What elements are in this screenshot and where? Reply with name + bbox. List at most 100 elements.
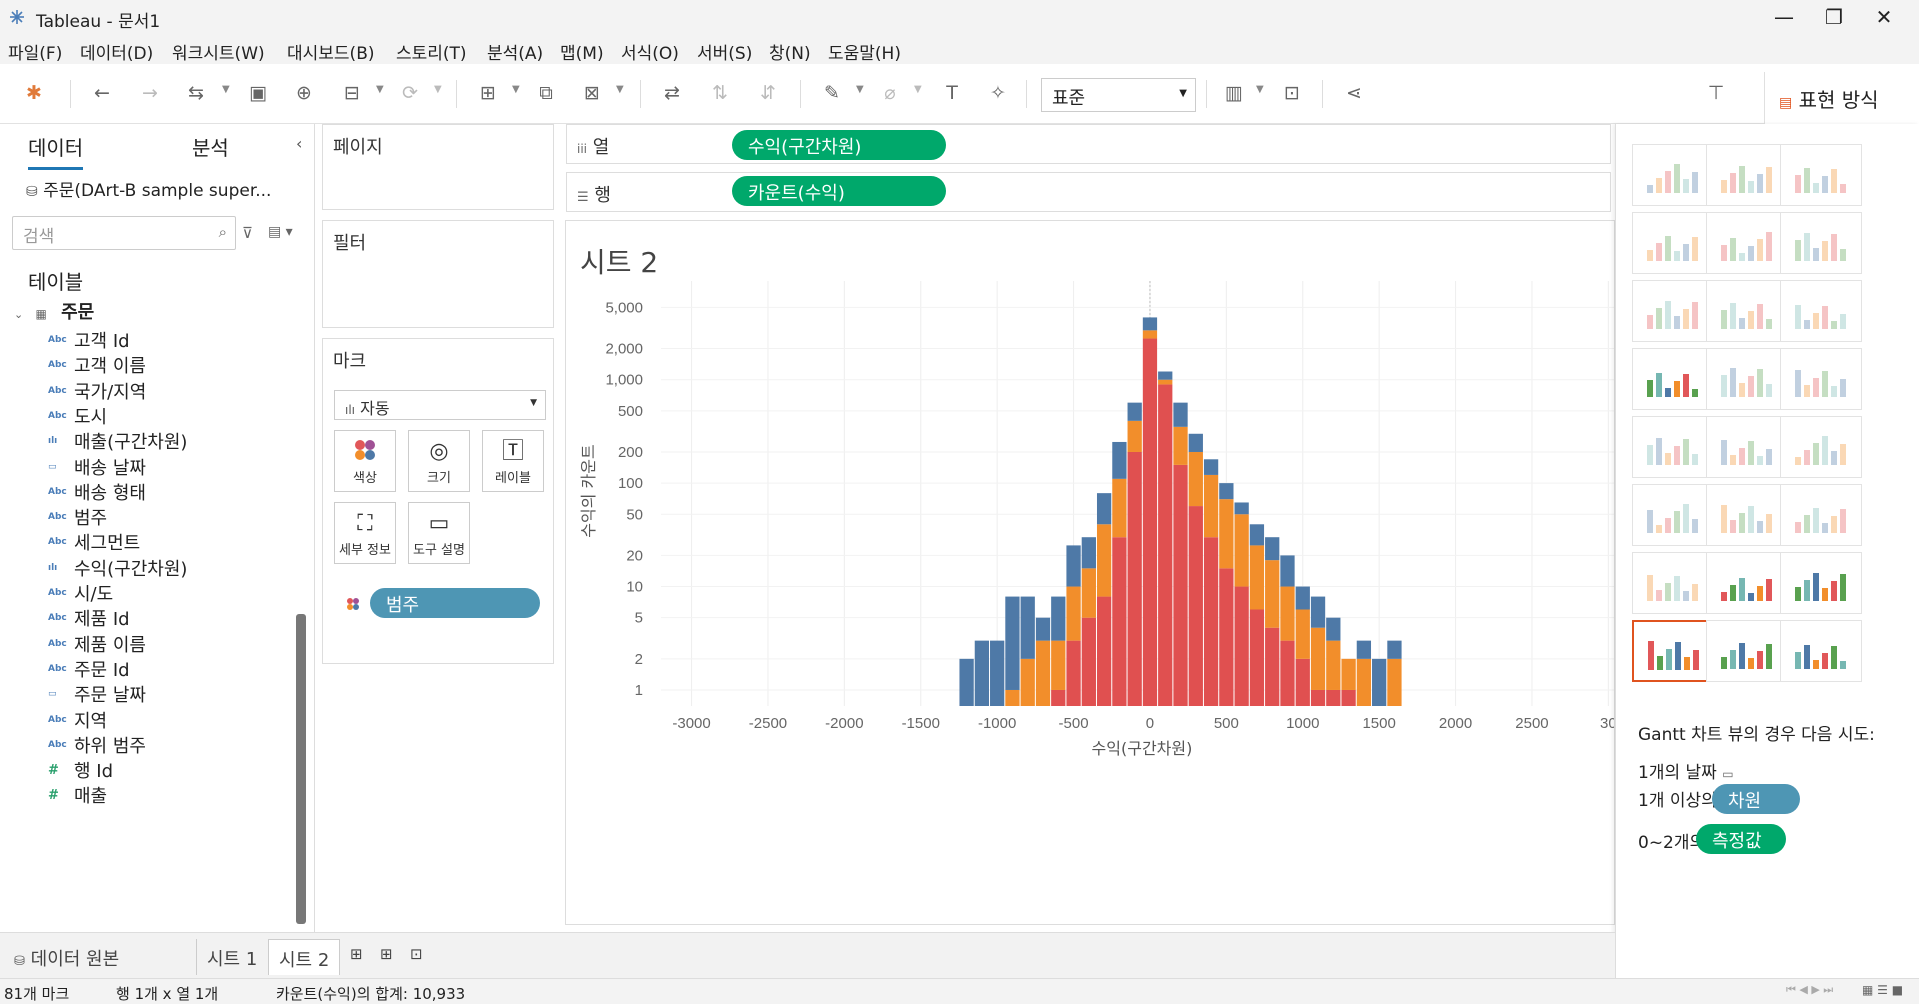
view-options-icon[interactable]: ▤ ▾ [268, 224, 293, 240]
share-icon[interactable]: ⋖ [1346, 82, 1362, 104]
dropdown-arrow-icon[interactable]: ▼ [856, 84, 864, 95]
menu-server[interactable]: 서버(S) [697, 44, 753, 64]
presentation-mode-icon[interactable]: ⊡ [1284, 82, 1300, 104]
chart-type-thumbnail[interactable] [1706, 212, 1788, 274]
menu-worksheet[interactable]: 워크시트(W) [172, 44, 265, 64]
show-cards-icon[interactable]: ▥ [1225, 82, 1243, 104]
swap-rows-columns-icon[interactable]: ⇄ [664, 82, 680, 104]
dropdown-arrow-icon[interactable]: ▼ [616, 84, 624, 95]
menu-help[interactable]: 도움말(H) [828, 44, 901, 64]
chart-type-thumbnail[interactable] [1632, 144, 1714, 206]
chart-type-thumbnail[interactable] [1780, 348, 1862, 410]
size-button[interactable]: ◎ 크기 [408, 430, 470, 492]
field-item[interactable]: Abc 하위 범주 [48, 732, 146, 760]
worksheet-view[interactable]: 시트 2 -3000 -2500 -2000 -1500 -1000 -500 0 500 10… [565, 220, 1615, 925]
field-item[interactable]: ▭ 배송 날짜 [48, 454, 146, 482]
chart-type-thumbnail[interactable] [1706, 552, 1788, 614]
chart-type-thumbnail[interactable] [1706, 348, 1788, 410]
field-item[interactable]: Abc 도시 [48, 403, 107, 431]
chart-type-thumbnail[interactable] [1632, 348, 1714, 410]
chart-type-thumbnail[interactable] [1780, 620, 1862, 682]
menu-analysis[interactable]: 분석(A) [487, 44, 544, 64]
dropdown-arrow-icon[interactable]: ▼ [434, 84, 442, 95]
chart-type-thumbnail[interactable] [1706, 620, 1788, 682]
chart-type-thumbnail[interactable] [1706, 484, 1788, 546]
maximize-button[interactable]: ❐ [1825, 5, 1843, 29]
chart-type-thumbnail[interactable] [1706, 144, 1788, 206]
menu-window[interactable]: 창(N) [769, 44, 811, 64]
duplicate-icon[interactable]: ⧉ [539, 82, 553, 104]
field-item[interactable]: Abc 세그먼트 [48, 529, 140, 557]
new-worksheet-icon[interactable]: ⊞ [480, 82, 496, 104]
pages-card[interactable]: 페이지 [322, 124, 554, 210]
new-datasource-icon[interactable]: ⊕ [296, 82, 312, 104]
label-button[interactable]: 🅃 레이블 [482, 430, 544, 492]
close-button[interactable]: ✕ [1875, 5, 1893, 29]
new-worksheet-icon[interactable]: ⊞ [350, 945, 363, 963]
menu-story[interactable]: 스토리(T) [396, 44, 467, 64]
view-mode-icon[interactable]: ▦ ☰ ■ [1862, 983, 1904, 997]
tab-data[interactable]: 데이터 [28, 132, 84, 170]
fit-select[interactable]: 표준 ▼ [1041, 78, 1196, 112]
dropdown-arrow-icon[interactable]: ▼ [222, 84, 230, 95]
menu-map[interactable]: 맵(M) [560, 44, 604, 64]
field-item[interactable]: Abc 주문 Id [48, 656, 130, 684]
tab-analysis[interactable]: 분석 [192, 136, 229, 160]
table-item[interactable]: ⌄ ▦ 주문 [14, 298, 94, 324]
field-item[interactable]: ılı 수익(구간차원) [48, 555, 187, 583]
field-item[interactable]: ılı 매출(구간차원) [48, 428, 187, 456]
group-icon[interactable]: ⌀ [884, 82, 896, 104]
rows-shelf[interactable]: ☰ 행 [566, 172, 1611, 212]
swap-icon[interactable]: ⇆ [188, 82, 204, 104]
filter-icon[interactable]: ⊽ [242, 224, 253, 242]
chart-type-thumbnail[interactable] [1780, 280, 1862, 342]
chart-type-thumbnail[interactable] [1632, 552, 1714, 614]
pin-icon[interactable]: ✧ [990, 82, 1006, 104]
refresh-icon[interactable]: ⟳ [402, 82, 418, 104]
new-dashboard-icon[interactable]: ⊞ [380, 945, 393, 963]
detail-button[interactable]: ⛶ 세부 정보 [334, 502, 396, 564]
chart-type-thumbnail[interactable] [1632, 416, 1714, 478]
menu-file[interactable]: 파일(F) [8, 44, 63, 64]
field-item[interactable]: Abc 배송 형태 [48, 479, 146, 507]
field-item[interactable]: Abc 시/도 [48, 580, 113, 608]
columns-shelf[interactable]: iii 열 [566, 124, 1611, 164]
label-text-icon[interactable]: T [946, 82, 958, 104]
menu-format[interactable]: 서식(O) [621, 44, 679, 64]
field-item[interactable]: # 행 Id [48, 757, 113, 785]
field-item[interactable]: # 매출 [48, 782, 107, 810]
field-item[interactable]: Abc 제품 이름 [48, 631, 146, 659]
field-item[interactable]: Abc 고객 이름 [48, 352, 146, 380]
rows-pill[interactable]: 카운트(수익) [732, 176, 946, 206]
field-item[interactable]: Abc 고객 Id [48, 327, 130, 355]
search-input[interactable]: 검색 ⌕ [12, 216, 236, 250]
tab-sheet2[interactable]: 시트 2 [268, 939, 341, 975]
field-item[interactable]: ▭ 주문 날짜 [48, 681, 146, 709]
field-item[interactable]: Abc 제품 Id [48, 605, 130, 633]
field-item[interactable]: Abc 국가/지역 [48, 378, 146, 406]
dropdown-arrow-icon[interactable]: ▼ [914, 84, 922, 95]
chart-type-thumbnail[interactable] [1780, 212, 1862, 274]
chart-type-thumbnail[interactable] [1780, 552, 1862, 614]
tableau-home-icon[interactable]: ✱ [26, 82, 42, 104]
chart-type-thumbnail[interactable] [1706, 416, 1788, 478]
clear-sheet-icon[interactable]: ⊠ [584, 82, 600, 104]
tab-datasource[interactable]: ⛁ 데이터 원본 [14, 949, 120, 970]
mark-type-select[interactable]: ılı 자동 ▼ [334, 390, 546, 420]
histogram-chart[interactable]: -3000 -2500 -2000 -1500 -1000 -500 0 500 1000 150… [566, 281, 1615, 925]
color-category-pill[interactable]: 범주 [370, 588, 540, 618]
pause-update-icon[interactable]: ⊟ [344, 82, 360, 104]
sheet-navigation-icon[interactable]: ⏮ ◀ ▶ ⏭ [1786, 983, 1834, 996]
chart-type-thumbnail[interactable] [1706, 280, 1788, 342]
sort-ascending-icon[interactable]: ⇅ [712, 82, 728, 104]
redo-icon[interactable]: → [142, 82, 158, 104]
scrollbar[interactable] [296, 614, 306, 924]
highlight-icon[interactable]: ✎ [824, 82, 840, 104]
new-story-icon[interactable]: ⊡ [410, 945, 423, 963]
collapse-pane-icon[interactable]: ‹ [296, 134, 303, 153]
chart-type-thumbnail[interactable] [1780, 416, 1862, 478]
chart-type-thumbnail[interactable] [1780, 144, 1862, 206]
sort-descending-icon[interactable]: ⇵ [760, 82, 776, 104]
columns-pill[interactable]: 수익(구간차원) [732, 130, 946, 160]
save-icon[interactable]: ▣ [249, 82, 267, 104]
